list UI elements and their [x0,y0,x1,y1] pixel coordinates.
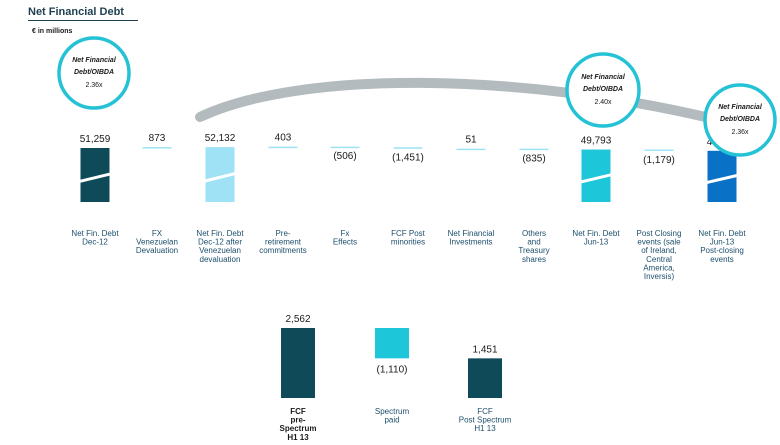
category-label: Jun-13 [584,238,609,247]
data-label: (1,110) [377,364,408,375]
axis-break-mark [706,173,738,185]
callout-text: Debt/OIBDA [720,116,760,123]
bar [330,146,360,149]
callout-text: 2.36x [85,82,103,89]
category-label: Dec-12 after [198,238,242,247]
chart-title: Net Financial Debt [28,6,124,18]
category-label: Devaluation [136,246,178,255]
category-label: Jun-13 [710,238,735,247]
category-label: Net Fin. Debt [71,229,119,238]
category-label: commitments [259,246,307,255]
bar [268,146,298,149]
category-label: Pre- [275,229,290,238]
callout-text: 2.40x [594,99,612,106]
category-label: FCF Post [391,229,426,238]
category-label: FX [152,229,163,238]
category-label: America, [643,263,675,272]
category-label: Investments [449,238,492,247]
category-label: Net Fin. Debt [698,229,746,238]
category-label: Spectrum [280,424,317,433]
callout-text: 2.36x [731,129,749,136]
bar [281,328,315,398]
axis-break-mark [204,171,236,183]
data-label: 1,451 [472,344,497,355]
callout-text: Debt/OIBDA [74,69,114,76]
data-label: 2,562 [285,314,310,325]
category-label: H1 13 [287,433,309,442]
category-label: Net Financial [448,229,495,238]
bar [468,358,502,398]
callout-circle [57,36,131,110]
category-label: Effects [333,238,357,247]
bar [393,147,423,149]
axis-break-mark [580,173,612,184]
data-label: (506) [333,151,356,162]
category-label: Venezuelan [199,246,241,255]
data-label: 49,793 [581,136,612,147]
data-label: 873 [149,133,166,144]
category-label: Central [646,255,672,264]
callout-circle [565,52,641,128]
category-label: Net Fin. Debt [196,229,244,238]
data-label: (1,179) [643,155,675,166]
callout-circle [703,83,777,157]
category-label: devaluation [200,255,241,264]
callout-text: Net Financial [581,74,626,81]
bar [142,147,172,149]
callout-text: Net Financial [718,104,763,111]
category-label: Post Closing [637,229,682,238]
category-label: events (sale [637,238,681,247]
category-label: Dec-12 [82,238,108,247]
category-label: FCF [477,407,493,416]
bar [644,149,674,152]
category-label: FCF [290,407,306,416]
bar [456,148,486,151]
category-label: Post Spectrum [459,416,512,425]
category-label: H1 13 [474,424,496,433]
data-label: (835) [522,154,545,165]
callout-text: Net Financial [72,57,117,64]
category-label: shares [522,255,546,264]
data-label: 51,259 [80,134,111,145]
data-label: 51 [465,135,477,146]
category-label: Others [522,229,546,238]
category-label: and [527,238,540,247]
bar [375,328,409,359]
category-label: of Ireland, [641,246,677,255]
net-debt-oibda-callout: Net Financial Debt/OIBDA 2.40x [565,52,641,128]
axis-break-mark [79,172,111,183]
category-label: Net Fin. Debt [572,229,620,238]
bar [519,148,549,151]
category-label: paid [384,416,399,425]
net-debt-oibda-callout: Net Financial Debt/OIBDA 2.36x [57,36,131,110]
callout-text: Debt/OIBDA [583,86,623,93]
net-debt-oibda-callout: Net Financial Debt/OIBDA 2.36x [703,83,777,157]
data-label: 52,132 [205,133,236,144]
category-label: Venezuelan [136,238,178,247]
data-label: 403 [275,133,292,144]
category-label: retirement [265,238,302,247]
category-label: Inversis) [644,272,675,281]
category-label: minorities [391,238,425,247]
title-underline [28,20,138,21]
category-label: pre- [290,416,305,425]
unit-label: € in millions [32,28,73,35]
category-label: Post-closing [700,246,744,255]
category-label: Treasury [518,246,549,255]
category-label: Fx [341,229,350,238]
data-label: (1,451) [392,153,424,164]
category-label: events [710,255,734,264]
category-label: Spectrum [375,407,410,416]
